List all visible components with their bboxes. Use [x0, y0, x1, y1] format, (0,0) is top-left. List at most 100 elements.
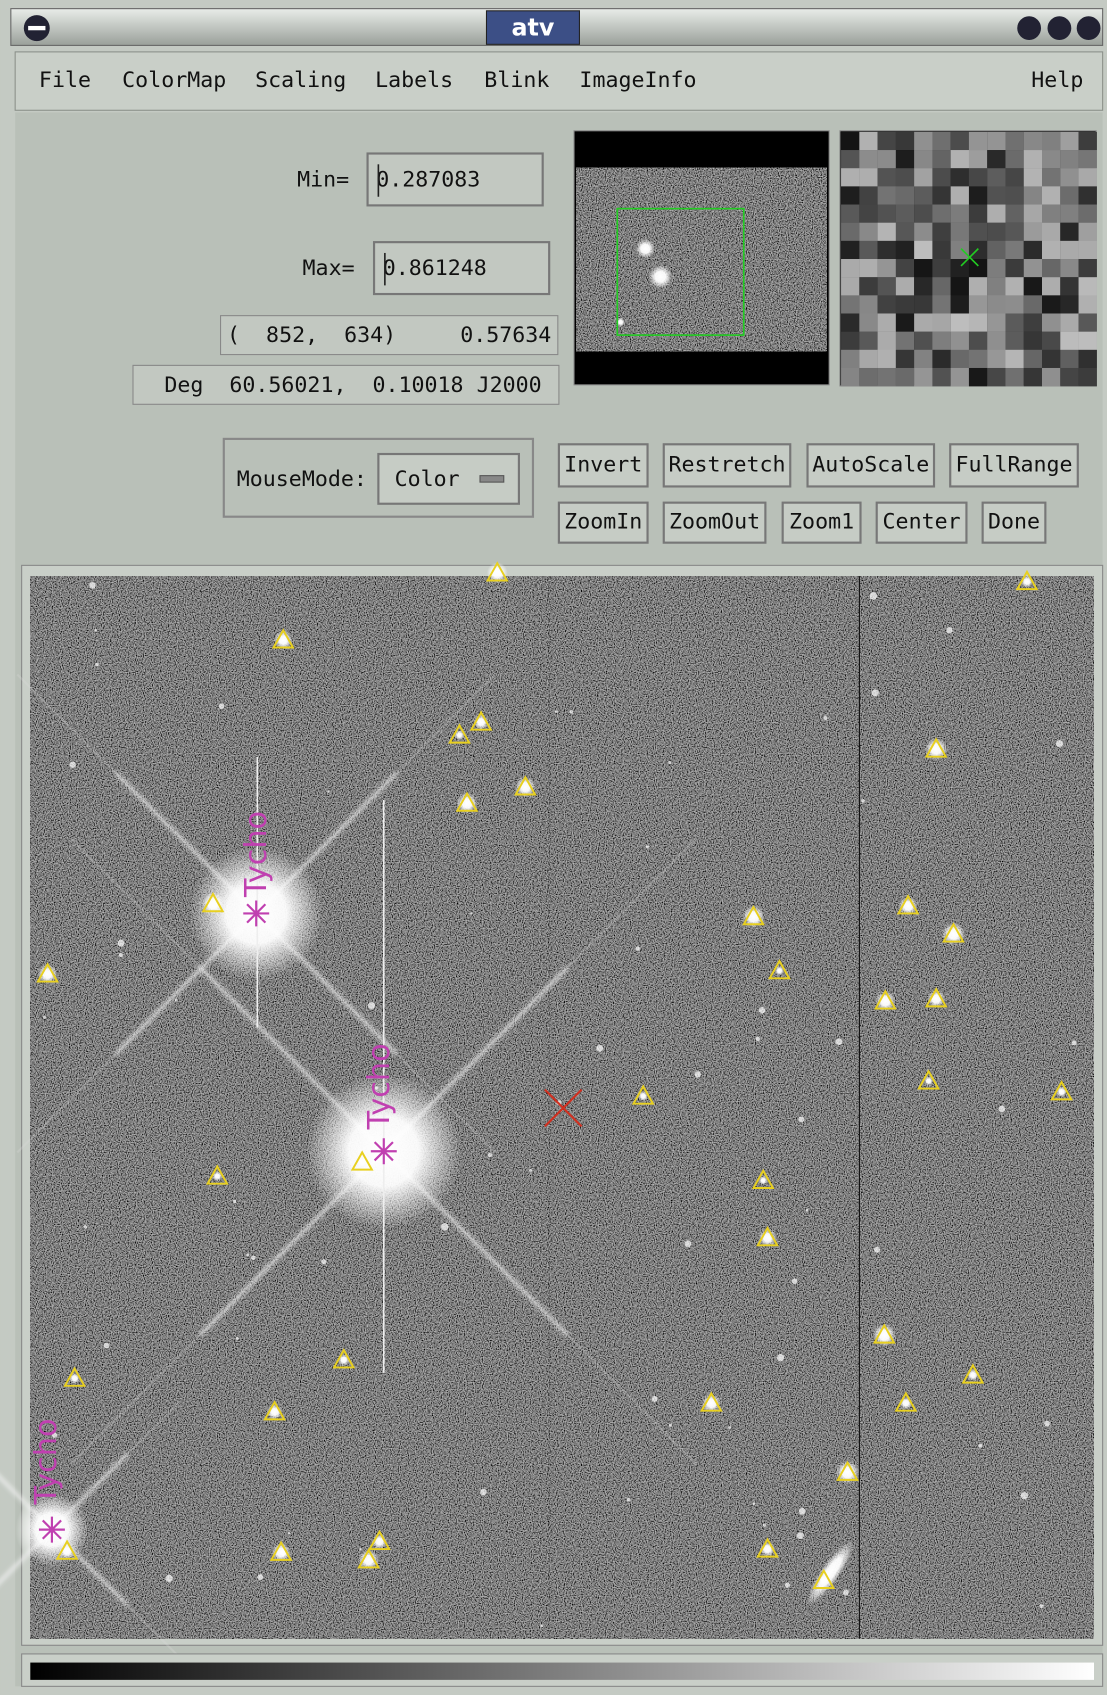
faint-star	[784, 1582, 790, 1588]
zoom-pixel	[1005, 313, 1024, 332]
zoom-pixel	[914, 168, 933, 187]
zoom-pixel	[1042, 331, 1061, 351]
star	[924, 737, 948, 761]
zoom-pixel	[1042, 259, 1061, 278]
title-box	[485, 10, 580, 45]
zoom-pixel	[1042, 240, 1061, 260]
button[interactable]	[662, 501, 767, 544]
zoom-pixel	[914, 367, 933, 387]
zoom-pixel	[859, 186, 878, 205]
zoom-pixel	[950, 313, 970, 332]
faint-star	[374, 1086, 379, 1090]
menu-item[interactable]: Scaling	[255, 68, 346, 93]
zoom-pixel	[950, 204, 970, 223]
zoom-pixel	[859, 222, 878, 242]
zoom-pixel	[987, 349, 1006, 369]
zoom-pixel	[968, 240, 988, 260]
catalog-triangle	[751, 1168, 775, 1189]
zoom-pixel	[1060, 186, 1079, 205]
min-value: 0.287083	[376, 168, 480, 193]
catalog-triangle	[263, 1400, 286, 1421]
zoom-pixel	[1042, 277, 1061, 296]
zoom-pixel	[1060, 150, 1079, 169]
pan-box[interactable]	[616, 207, 745, 336]
catalog-triangle	[485, 561, 509, 582]
menu-items: File ColorMap Scaling Labels Blink ImageInfo H…	[39, 68, 1083, 93]
star	[872, 1323, 896, 1347]
menu-item[interactable]: File	[39, 68, 91, 93]
faint-star	[626, 1498, 631, 1502]
menu-item[interactable]: ColorMap	[122, 68, 226, 93]
faint-star	[835, 1038, 843, 1046]
catalog-triangle	[55, 1539, 79, 1560]
pan-image	[576, 167, 827, 352]
faint-star	[635, 946, 640, 951]
zoom-pixel	[1078, 277, 1097, 296]
zoom-pixel	[877, 131, 896, 151]
catalog-triangle	[205, 1164, 229, 1185]
window-menu-icon	[28, 25, 46, 31]
zoom-pixel	[1005, 186, 1024, 205]
zoom-pixel	[1078, 222, 1097, 242]
star	[515, 776, 536, 798]
zoom-pixel	[1078, 204, 1097, 223]
min-field[interactable]	[366, 152, 544, 207]
minimize-button[interactable]	[1017, 16, 1042, 40]
faint-star	[487, 1152, 493, 1158]
faint-star	[327, 790, 330, 793]
menu-item[interactable]: Help	[1031, 68, 1083, 93]
zoom-pixel	[968, 367, 988, 387]
menu-item[interactable]: Blink	[484, 68, 549, 93]
button[interactable]	[781, 501, 862, 544]
zoom-pixel	[1042, 349, 1061, 369]
zoom-pixel	[1005, 204, 1024, 223]
faint-star	[232, 1199, 237, 1204]
button[interactable]	[557, 501, 649, 544]
menu-item[interactable]: ImageInfo	[579, 68, 696, 93]
zoom-pixel	[932, 259, 951, 278]
zoom-pixel	[877, 331, 896, 351]
zoom-pixel	[1005, 131, 1024, 151]
button[interactable]	[557, 443, 649, 488]
faint-star	[1071, 1040, 1077, 1046]
faint-star	[694, 1071, 702, 1078]
button[interactable]	[949, 443, 1079, 488]
zoom-pixel	[968, 150, 988, 169]
zoom-pixel	[877, 367, 896, 387]
faint-star	[480, 1488, 487, 1496]
star	[941, 922, 966, 946]
zoom-pixel	[859, 204, 878, 223]
zoom-pixel	[1023, 349, 1043, 369]
faint-star	[1055, 739, 1064, 748]
zoom-pixel	[1078, 168, 1097, 187]
max-field[interactable]	[372, 241, 551, 296]
faint-star	[752, 1502, 756, 1506]
zoom-pixel	[987, 295, 1006, 314]
tycho-label: Tycho	[29, 1419, 64, 1506]
menu-item[interactable]: Labels	[375, 68, 453, 93]
zoom-pixel	[1005, 331, 1024, 351]
zoom-pixel	[950, 222, 970, 242]
faint-star	[69, 761, 76, 768]
button[interactable]	[875, 501, 968, 544]
catalog-triangle	[699, 1391, 723, 1412]
tycho-label: Tycho	[239, 811, 274, 898]
zoom-pixel	[1060, 259, 1079, 278]
button[interactable]	[662, 443, 792, 488]
faint-star	[668, 761, 672, 764]
zoom-pixel	[841, 259, 860, 278]
button[interactable]	[806, 443, 936, 488]
catalog-triangle	[768, 959, 791, 980]
zoom-pixel	[841, 240, 860, 260]
faint-star	[540, 1624, 544, 1628]
faint-star	[95, 662, 99, 667]
zoom-pixel	[950, 367, 970, 387]
pan-star	[648, 264, 673, 289]
button[interactable]	[981, 501, 1047, 544]
close-button[interactable]	[1076, 16, 1101, 40]
zoom-pixel	[1023, 168, 1043, 187]
maximize-button[interactable]	[1047, 16, 1072, 40]
zoom-pixel	[877, 295, 896, 314]
zoom-pixel	[950, 168, 970, 187]
